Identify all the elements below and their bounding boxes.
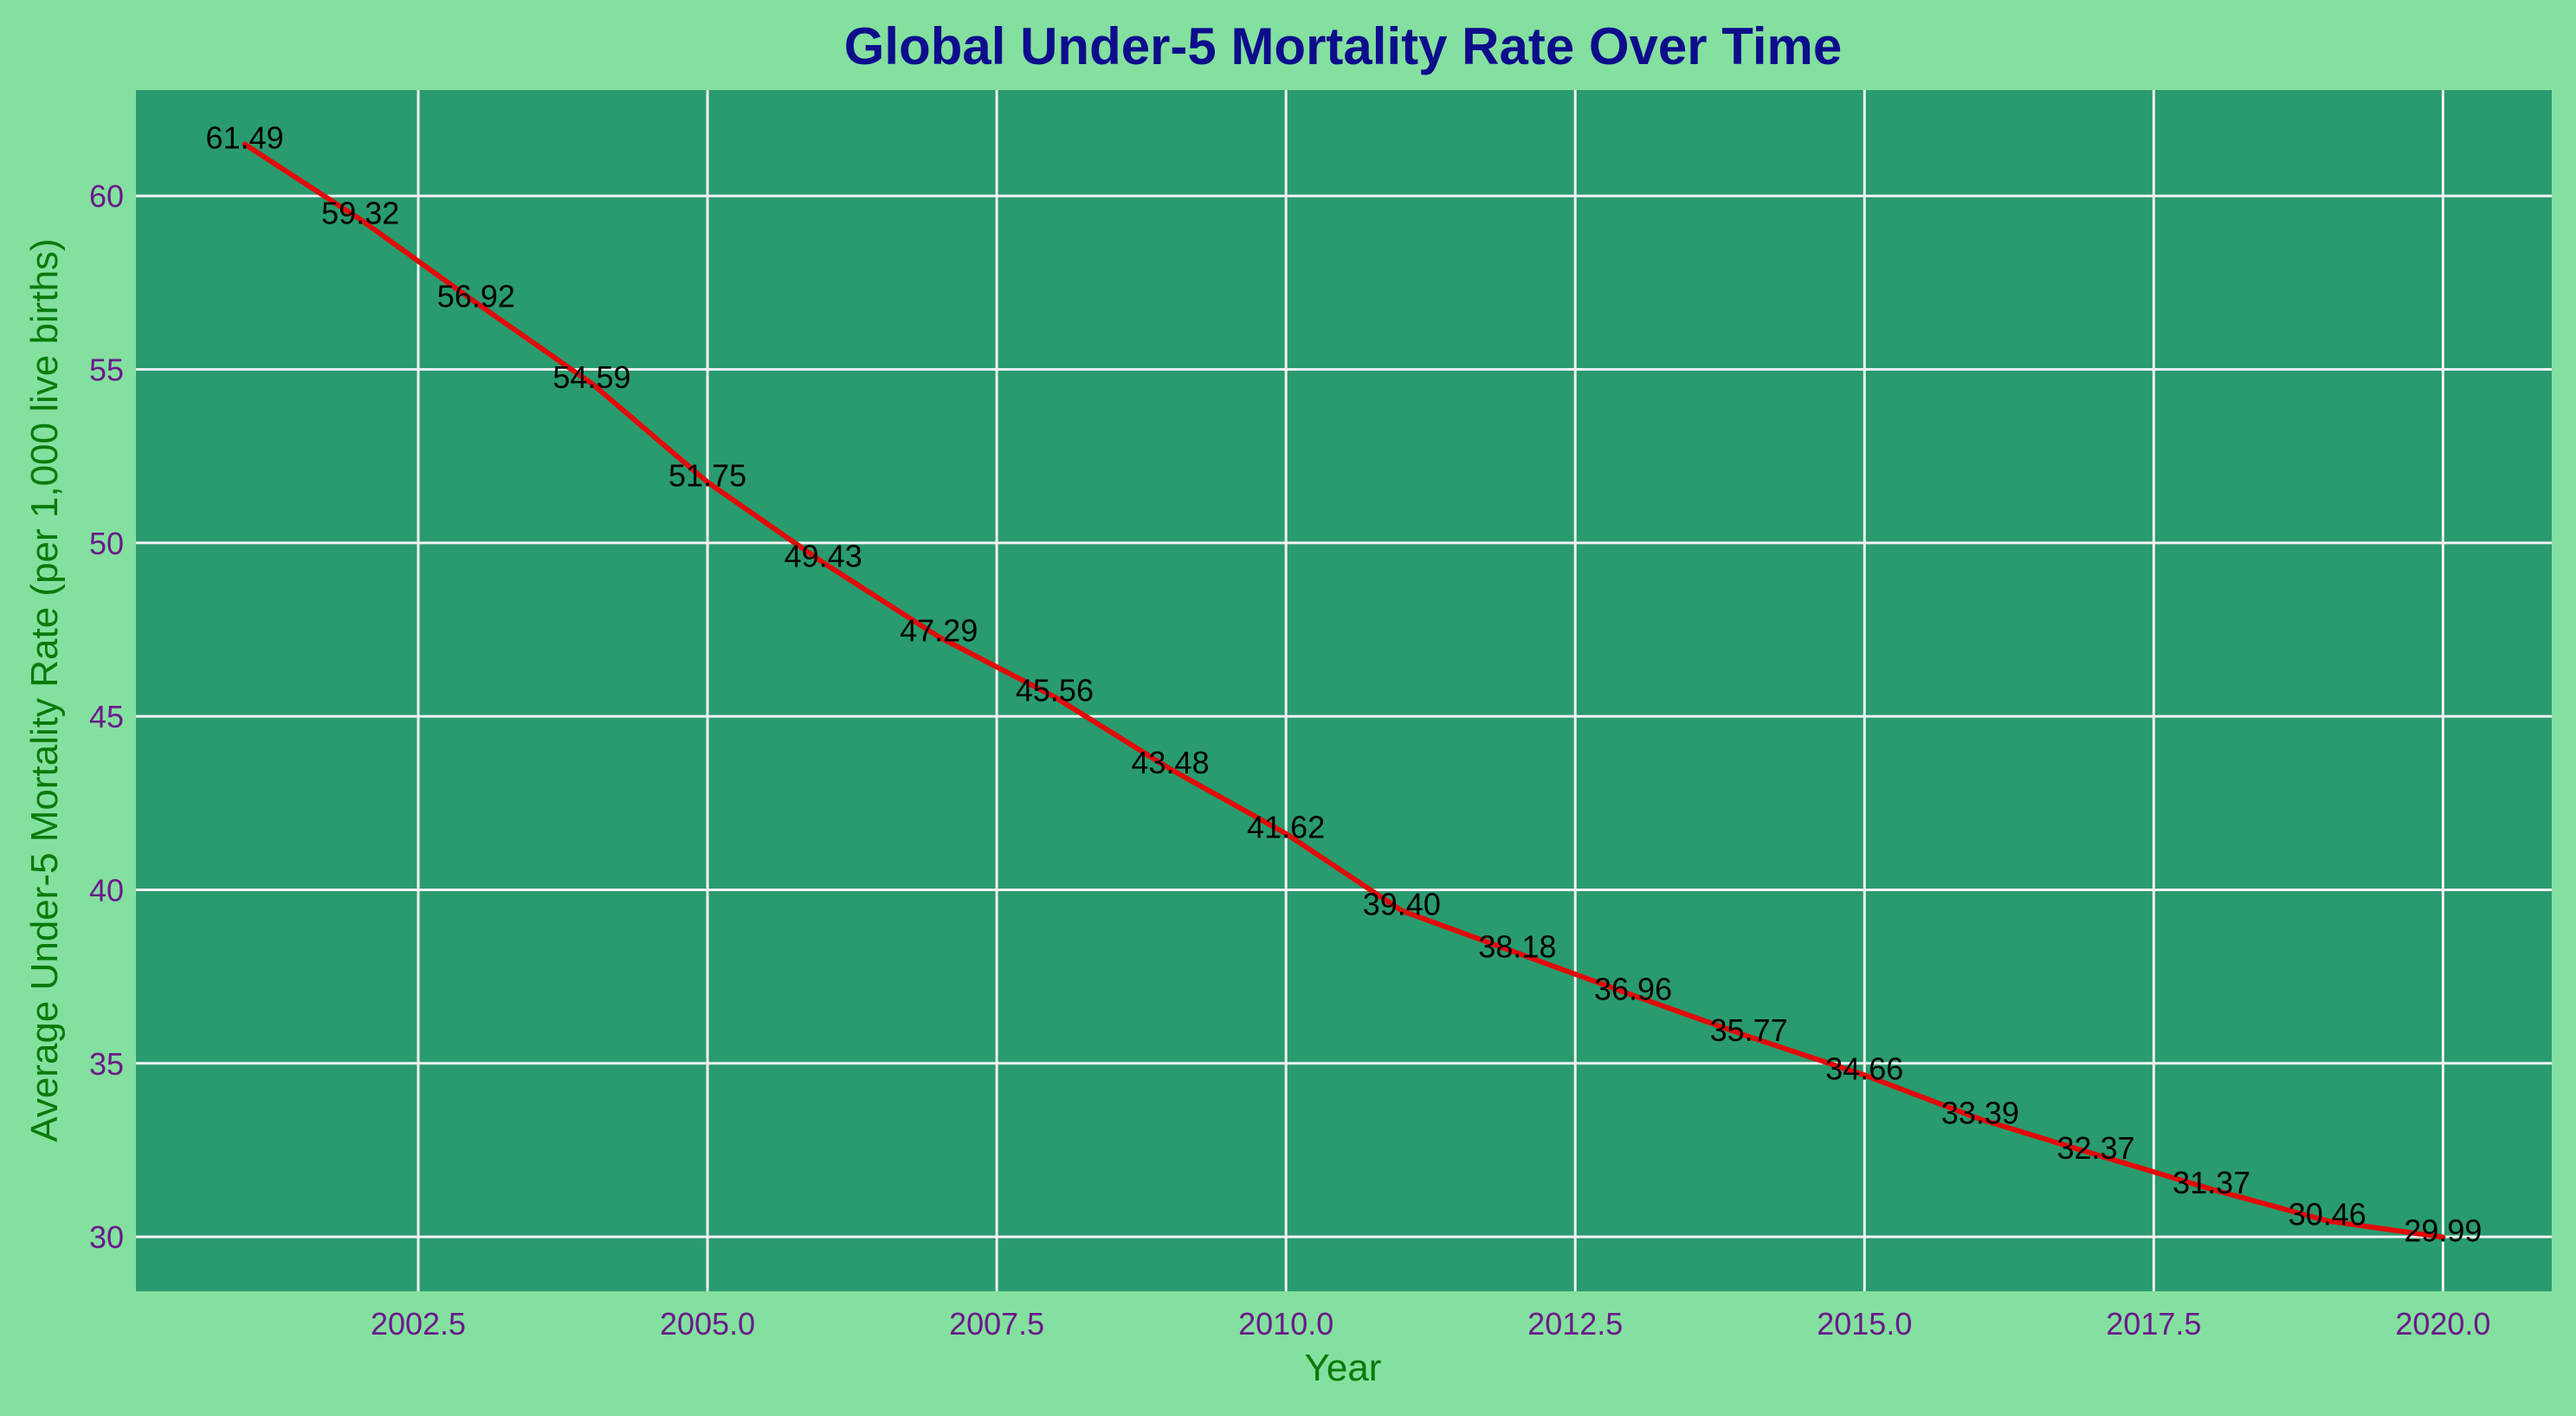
data-label: 29.99: [2404, 1213, 2482, 1249]
data-label: 43.48: [1132, 745, 1210, 780]
data-label: 38.18: [1478, 928, 1556, 964]
x-tick-labels: 2002.5 2005.0 2007.5 2010.0 2012.5 2015.0 2017…: [371, 1306, 2490, 1342]
data-labels: 61.49 59.32 56.92 54.59 51.75 49.43 47.29 45.56…: [206, 120, 2482, 1248]
data-label: 54.59: [552, 359, 630, 395]
x-tick-label: 2015.0: [1817, 1306, 1912, 1342]
data-label: 33.39: [1941, 1095, 2019, 1130]
y-tick-label: 55: [89, 352, 124, 388]
data-label: 32.37: [2056, 1130, 2134, 1166]
data-label: 31.37: [2172, 1165, 2250, 1200]
data-label: 61.49: [206, 120, 284, 155]
y-tick-label: 40: [89, 872, 124, 908]
y-tick-label: 35: [89, 1046, 124, 1082]
y-tick-labels: 30 35 40 45 50 55 60: [89, 178, 124, 1255]
data-label: 34.66: [1825, 1051, 1903, 1086]
data-label: 45.56: [1016, 673, 1094, 708]
y-tick-label: 50: [89, 526, 124, 561]
y-tick-label: 60: [89, 178, 124, 214]
y-axis-label: Average Under-5 Mortality Rate (per 1,00…: [23, 238, 66, 1141]
data-label: 36.96: [1594, 971, 1672, 1006]
series-line: [242, 141, 2446, 1240]
plot-area: [136, 90, 2552, 1291]
x-tick-label: 2007.5: [949, 1306, 1044, 1342]
y-tick-label: 30: [89, 1219, 124, 1255]
y-tick-label: 45: [89, 699, 124, 734]
x-gridlines: [416, 90, 2444, 1291]
data-label: 41.62: [1247, 810, 1325, 845]
x-tick-label: 2020.0: [2395, 1306, 2490, 1342]
data-label: 39.40: [1363, 887, 1441, 922]
x-tick-label: 2010.0: [1238, 1306, 1333, 1342]
data-label: 59.32: [321, 195, 399, 230]
data-label: 35.77: [1710, 1012, 1788, 1048]
chart-title: Global Under-5 Mortality Rate Over Time: [844, 17, 1843, 75]
x-axis-label: Year: [1305, 1347, 1382, 1389]
data-label: 56.92: [437, 279, 515, 314]
data-label: 49.43: [784, 539, 862, 574]
y-gridlines: [136, 194, 2552, 1238]
data-label: 47.29: [900, 612, 978, 648]
x-tick-label: 2012.5: [1527, 1306, 1623, 1342]
series-layer: [242, 141, 2446, 1240]
x-tick-label: 2002.5: [371, 1306, 466, 1342]
data-label: 30.46: [2289, 1197, 2366, 1232]
x-tick-label: 2005.0: [660, 1306, 755, 1342]
data-label: 51.75: [668, 458, 746, 494]
x-tick-label: 2017.5: [2106, 1306, 2201, 1342]
